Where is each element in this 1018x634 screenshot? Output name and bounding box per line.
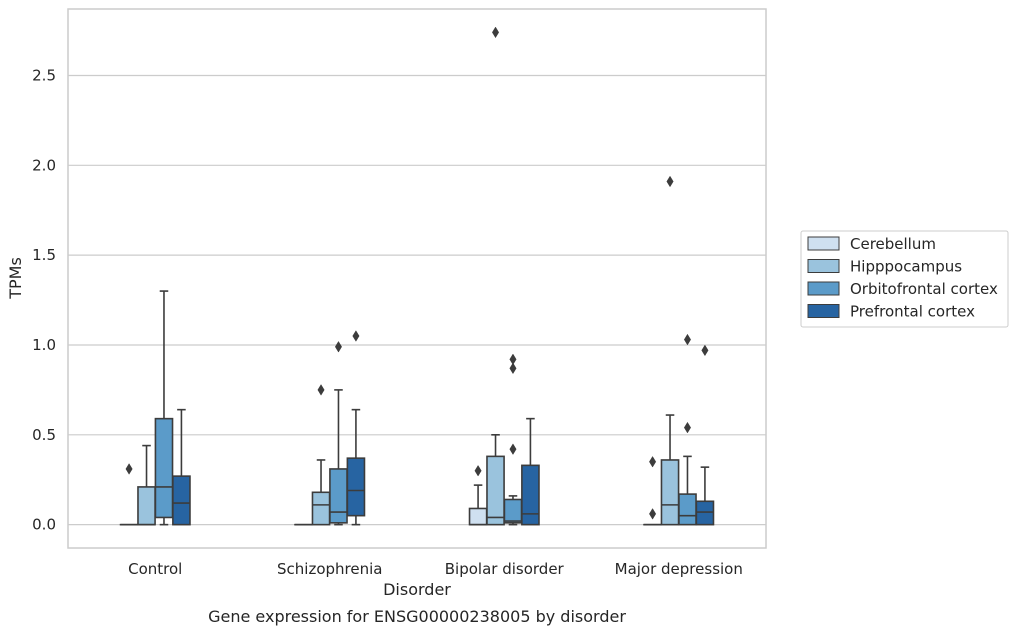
box-body [660,459,680,526]
box-cerebellum [468,464,488,526]
plot-marks [119,26,715,526]
outlier-point [492,26,500,39]
outlier-point [509,362,517,375]
box-body [329,468,348,524]
box-body [695,500,715,526]
box-body [503,498,523,524]
y-tick-label: 2.5 [32,66,56,84]
outlier-point [701,344,709,357]
box-body [172,475,191,526]
legend-label: Cerebellum [850,235,936,253]
box-cerebellum [119,463,139,526]
box-body [346,457,366,517]
legend-swatch [807,236,840,251]
legend-swatch [807,281,840,296]
y-axis-ticks: 0.0 0.5 1.0 1.5 2.0 2.5 [32,66,56,533]
outlier-point [649,508,657,520]
box-orbitofrontal-cortex [329,341,348,526]
plot-frame [67,8,767,549]
y-tick-label: 2.0 [32,156,56,174]
outlier-point [683,421,691,434]
y-axis-label: TPMs [6,257,25,300]
box-body [521,464,540,526]
legend-label: Orbitofrontal cortex [850,280,998,298]
legend: Cerebellum Hipppocampus Orbitofrontal cort… [800,230,1009,328]
y-tick-label: 1.5 [32,246,56,264]
legend-frame [800,230,1009,328]
outlier-point [683,333,691,346]
box-hipppocampus [486,26,505,526]
outlier-point [509,353,517,366]
box-body [486,455,505,526]
box-orbitofrontal-cortex [154,290,174,526]
x-axis-ticks: Control Schizophrenia Bipolar disorder Majo… [128,560,743,578]
y-tick-label: 0.0 [32,516,56,534]
x-axis-label: Disorder [383,580,451,599]
box-prefrontal-cortex [521,417,540,526]
box-prefrontal-cortex [172,408,191,526]
outlier-point [509,443,517,455]
x-tick-label: Control [128,560,182,578]
outlier-point [474,464,482,477]
legend-label: Hipppocampus [850,258,962,276]
box-body [468,507,488,526]
y-tick-label: 0.5 [32,426,56,444]
legend-label: Prefrontal cortex [850,303,975,321]
box-hipppocampus [660,175,680,526]
outlier-point [649,455,657,468]
box-orbitofrontal-cortex [503,353,523,526]
box-prefrontal-cortex [346,330,366,526]
legend-swatch [807,259,840,273]
x-tick-label: Major depression [615,560,743,578]
outlier-point [666,175,674,188]
box-cerebellum [643,455,662,526]
outlier-point [125,463,133,475]
legend-swatch [807,304,840,318]
box-hipppocampus [137,444,156,526]
box-prefrontal-cortex [695,344,715,526]
box-body [311,491,331,526]
box-hipppocampus [311,384,331,526]
box-body [137,486,156,526]
chart-caption: Gene expression for ENSG00000238005 by d… [208,607,626,626]
box-body [678,493,697,526]
outlier-point [352,330,360,342]
outlier-point [334,341,342,353]
y-tick-label: 1.0 [32,336,56,354]
outlier-point [317,384,325,396]
box-orbitofrontal-cortex [678,333,697,526]
x-tick-label: Schizophrenia [277,560,382,578]
box-body [154,417,174,519]
x-tick-label: Bipolar disorder [445,560,565,578]
